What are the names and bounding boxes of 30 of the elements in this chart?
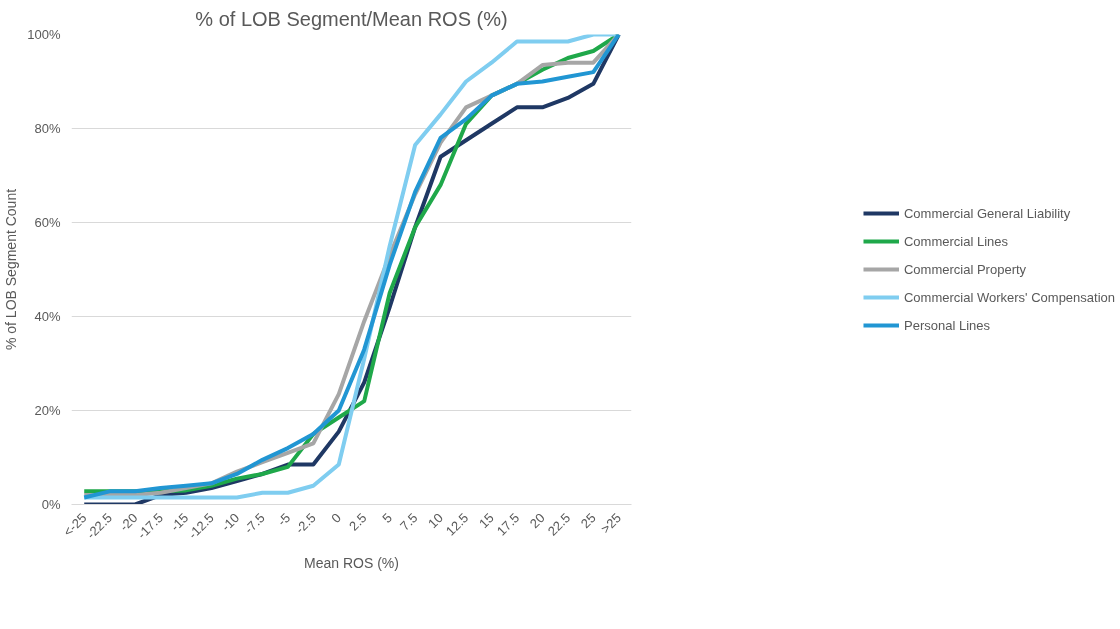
y-tick-label: 60% bbox=[34, 215, 61, 230]
legend-label: Commercial General Liability bbox=[903, 205, 1071, 221]
x-tick-label: -2.5 bbox=[292, 510, 319, 537]
x-tick-label: 15 bbox=[475, 510, 497, 532]
x-tick-label: -7.5 bbox=[241, 510, 268, 537]
y-tick-label: 40% bbox=[34, 309, 61, 324]
x-tick-label: 5 bbox=[379, 510, 395, 526]
legend-label: Commercial Property bbox=[903, 261, 1027, 277]
y-tick-label: 0% bbox=[41, 497, 61, 512]
legend-label: Commercial Workers' Compensation bbox=[903, 289, 1116, 305]
x-tick-label: 0 bbox=[328, 510, 345, 526]
y-tick-label: 20% bbox=[34, 403, 61, 418]
y-axis-title: % of LOB Segment Count bbox=[3, 188, 20, 351]
x-tick-label: 20 bbox=[526, 510, 548, 532]
x-tick-label: -10 bbox=[218, 510, 243, 535]
chart-title: % of LOB Segment/Mean ROS (%) bbox=[195, 7, 508, 30]
y-tick-label: 100% bbox=[27, 27, 61, 42]
x-tick-label: 2.5 bbox=[346, 510, 370, 534]
x-tick-label: -5 bbox=[274, 510, 294, 529]
x-tick-label: -20 bbox=[116, 510, 141, 535]
x-tick-label: 7.5 bbox=[397, 510, 421, 534]
x-axis-title: Mean ROS (%) bbox=[304, 555, 399, 572]
y-tick-label: 80% bbox=[34, 121, 61, 136]
legend-label: Personal Lines bbox=[903, 317, 990, 333]
x-tick-label: >25 bbox=[597, 510, 625, 537]
x-tick-label: <-25 bbox=[60, 510, 90, 540]
x-tick-label: 25 bbox=[577, 510, 599, 532]
legend-label: Commercial Lines bbox=[903, 233, 1009, 249]
x-tick-label: 10 bbox=[425, 510, 446, 532]
x-tick-label: -15 bbox=[167, 510, 192, 535]
